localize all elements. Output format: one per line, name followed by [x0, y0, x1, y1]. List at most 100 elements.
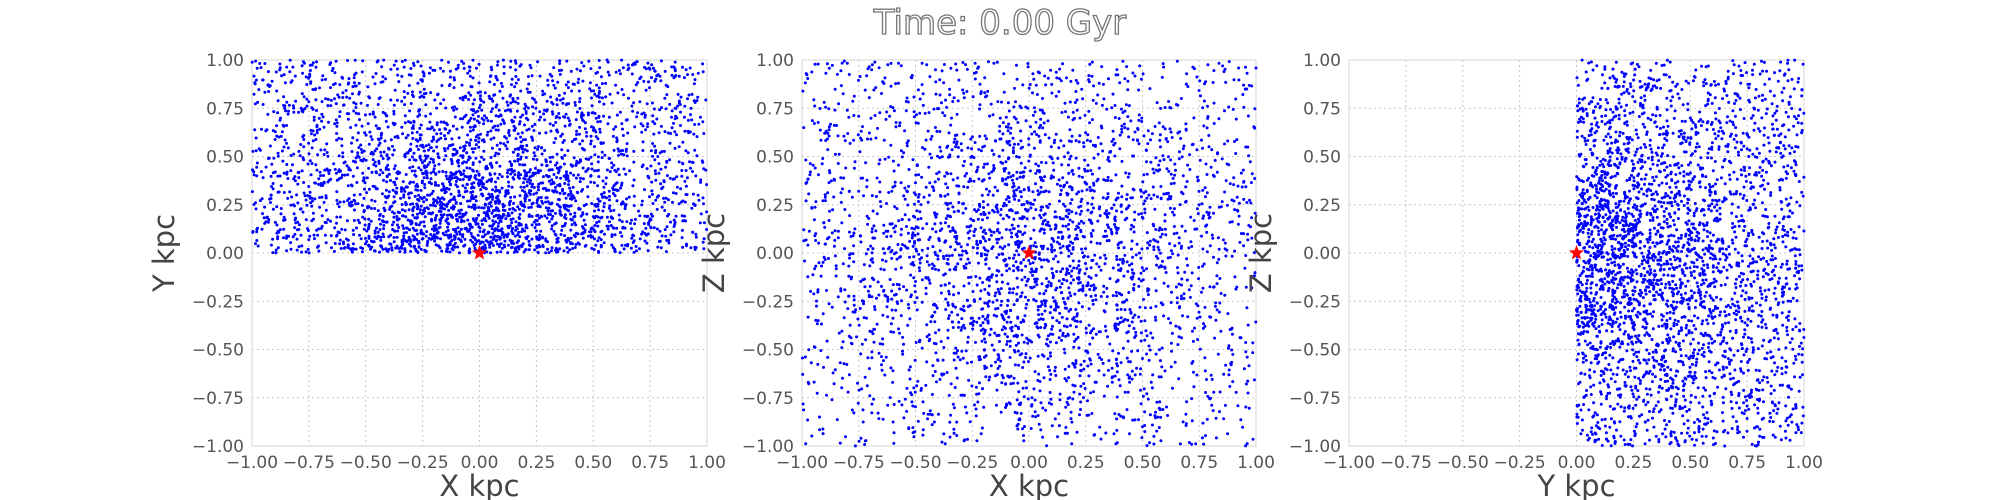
data-point	[313, 197, 317, 201]
data-point	[890, 256, 894, 260]
data-point	[1068, 128, 1072, 132]
data-point	[834, 152, 837, 156]
data-point	[373, 115, 377, 119]
data-point	[978, 103, 982, 107]
data-point	[1132, 230, 1136, 234]
data-point	[289, 80, 293, 84]
data-point	[495, 235, 499, 238]
data-point	[497, 108, 501, 112]
data-point	[1120, 195, 1124, 199]
data-point	[562, 115, 566, 119]
data-point	[589, 174, 593, 178]
data-point	[1231, 352, 1235, 356]
data-point	[947, 281, 951, 285]
data-point	[359, 237, 363, 241]
data-point	[602, 114, 605, 118]
data-point	[367, 142, 371, 146]
data-point	[1108, 342, 1112, 346]
data-point	[320, 214, 324, 218]
data-point	[307, 141, 311, 145]
data-point	[1039, 216, 1043, 220]
data-point	[307, 251, 311, 255]
data-point	[1111, 375, 1114, 379]
data-point	[396, 73, 400, 77]
data-point	[1037, 313, 1041, 317]
data-point	[1059, 188, 1063, 192]
data-point	[681, 140, 685, 144]
data-point	[826, 191, 830, 195]
data-point	[382, 150, 386, 154]
data-point	[566, 149, 570, 153]
data-point	[306, 162, 310, 166]
data-point	[880, 355, 883, 359]
data-point	[1056, 156, 1060, 160]
data-point	[906, 139, 910, 143]
data-point	[411, 207, 415, 211]
data-point	[1019, 139, 1023, 143]
data-point	[1025, 386, 1028, 390]
data-point	[1051, 271, 1054, 275]
data-point	[367, 95, 371, 99]
data-point	[480, 108, 484, 112]
data-point	[566, 250, 570, 254]
data-point	[621, 134, 625, 137]
data-point	[271, 251, 275, 255]
data-point	[285, 163, 289, 166]
data-point	[433, 164, 437, 168]
data-point	[548, 156, 552, 159]
data-point	[518, 64, 522, 68]
data-point	[1195, 148, 1199, 152]
data-point	[524, 172, 528, 176]
data-point	[325, 142, 329, 146]
data-point	[349, 126, 353, 129]
data-point	[1037, 372, 1041, 376]
data-point	[446, 202, 450, 206]
data-point	[1145, 196, 1149, 200]
data-point	[311, 211, 315, 215]
data-point	[380, 65, 384, 69]
data-point	[507, 131, 511, 135]
data-point	[314, 98, 318, 102]
data-point	[938, 93, 942, 97]
data-point	[1015, 170, 1019, 174]
data-point	[289, 154, 293, 157]
data-point	[1071, 246, 1075, 249]
data-point	[462, 149, 465, 153]
data-point	[503, 209, 507, 212]
y-axis-label: Y kpc	[147, 214, 181, 293]
data-point	[480, 155, 483, 159]
data-point	[893, 293, 896, 297]
data-point	[324, 194, 328, 198]
data-point	[1026, 62, 1030, 65]
data-point	[341, 91, 345, 95]
data-point	[1129, 227, 1133, 231]
data-point	[459, 208, 463, 212]
data-point	[1215, 261, 1219, 265]
data-point	[636, 81, 640, 84]
data-point	[952, 427, 956, 431]
data-point	[1046, 206, 1050, 209]
data-point	[1051, 316, 1055, 320]
data-point	[522, 250, 526, 254]
data-point	[593, 203, 597, 207]
data-point	[840, 329, 844, 333]
data-point	[1074, 211, 1078, 215]
data-point	[352, 101, 356, 105]
data-point	[480, 222, 484, 226]
data-point	[1077, 222, 1081, 226]
data-point	[948, 268, 952, 272]
data-point	[809, 289, 813, 293]
data-point	[1051, 161, 1055, 165]
data-point	[575, 67, 579, 71]
data-point	[696, 95, 700, 99]
data-point	[839, 176, 843, 180]
data-point	[546, 83, 550, 87]
data-point	[1027, 259, 1031, 262]
data-point	[253, 128, 257, 132]
data-point	[1157, 426, 1161, 429]
data-point	[488, 172, 492, 176]
data-point	[395, 98, 399, 102]
data-point	[586, 157, 590, 161]
data-point	[1122, 274, 1126, 278]
data-point	[436, 244, 440, 248]
